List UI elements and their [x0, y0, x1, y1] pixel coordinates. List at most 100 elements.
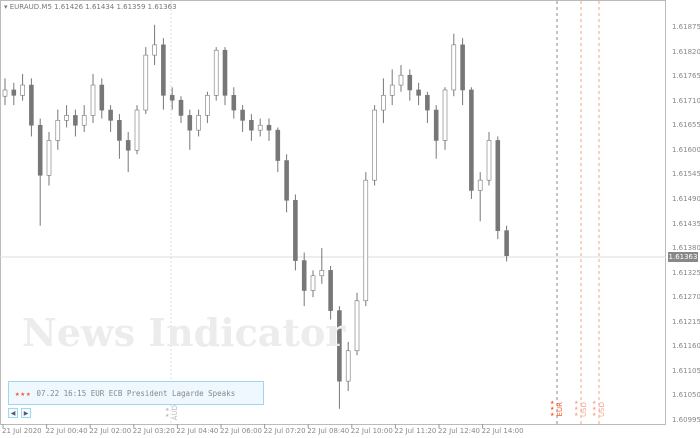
candle-bull — [2, 89, 8, 97]
candle-bear — [99, 84, 105, 111]
candle-bull — [442, 89, 448, 141]
currency-label: AUD — [171, 405, 180, 421]
news-text: 07.22 16:15 EUR ECB President Lagarde Sp… — [36, 388, 236, 398]
time-label: 22 Jul 00:40 — [45, 427, 88, 435]
price-label: 1.61765 — [672, 72, 700, 81]
candle-bear — [231, 95, 237, 111]
candle-bull — [20, 84, 25, 96]
candle-bear — [11, 89, 17, 96]
candle-bull — [81, 115, 87, 126]
currency-label: EUR — [556, 401, 565, 417]
chart-frame — [0, 0, 666, 425]
arrow-right-icon: ▶ — [23, 409, 29, 417]
price-label: 1.61050 — [672, 391, 700, 400]
time-label: 22 Jul 02:00 — [89, 427, 132, 435]
candle-bull — [477, 179, 483, 191]
time-label: 22 Jul 14:00 — [481, 427, 524, 435]
candle-bear — [117, 120, 122, 141]
candle-bull — [46, 140, 52, 176]
candle-bull — [213, 49, 219, 96]
candle-bull — [389, 84, 395, 96]
time-label: 22 Jul 12:40 — [438, 427, 480, 435]
candle-bear — [240, 109, 245, 121]
watermark: News Indicator — [22, 310, 346, 355]
candle-bull — [64, 115, 69, 121]
candle-bull — [381, 95, 386, 111]
price-label: 1.61545 — [672, 170, 700, 179]
currency-label: USD — [598, 401, 607, 417]
candle-bear — [416, 89, 421, 96]
candle-bull — [257, 124, 263, 131]
triangle-down-icon[interactable]: ▾ — [4, 3, 10, 11]
candle-bear — [504, 230, 509, 256]
candle-bear — [161, 44, 166, 96]
star-icon: ★ ★ — [165, 406, 170, 419]
candle-bear — [328, 270, 333, 311]
candle-bear — [301, 260, 307, 291]
time-label: 22 Jul 07:20 — [263, 427, 306, 435]
time-label: 22 Jul 11:20 — [394, 427, 437, 435]
price-label: 1.61655 — [672, 121, 700, 130]
symbol-info: EURAUD.M5 1.61426 1.61434 1.61359 1.6136… — [9, 3, 177, 11]
candles — [2, 24, 509, 409]
price-label: 1.61105 — [672, 366, 700, 375]
price-label: 1.61325 — [672, 268, 700, 277]
candle-bull — [152, 44, 157, 56]
candle-bear — [433, 109, 439, 141]
price-label: 1.61380 — [672, 244, 700, 253]
candle-bull — [205, 95, 210, 116]
price-label: 1.61160 — [672, 342, 700, 351]
price-label: 1.61270 — [672, 293, 700, 302]
time-label: 22 Jul 03:20 — [132, 427, 175, 435]
prev-news-button[interactable]: ◀ — [8, 408, 18, 418]
event-marker-usd[interactable]: ★ ★ ★ USD — [574, 400, 588, 418]
candle-bull — [372, 109, 377, 181]
candle-bear — [495, 140, 501, 231]
candle-bear — [293, 199, 298, 261]
current-price-tag: 1.61363 — [668, 252, 698, 262]
candle-bull — [196, 115, 201, 131]
price-label: 1.61490 — [672, 194, 700, 203]
candle-bear — [37, 124, 43, 176]
price-label: 1.61600 — [672, 145, 700, 154]
candle-bear — [187, 115, 193, 131]
price-label: 1.61435 — [672, 219, 700, 228]
candle-bull — [90, 84, 96, 116]
event-marker-eur[interactable]: ★ ★ ★ EUR — [550, 400, 564, 418]
candle-bear — [407, 74, 413, 91]
candle-bear — [337, 310, 342, 382]
candle-bull — [143, 54, 149, 111]
candle-bull — [55, 120, 61, 141]
candle-bear — [266, 124, 272, 131]
event-marker-aud[interactable]: ★ ★ AUD — [165, 405, 179, 420]
importance-stars: ★★★ — [15, 388, 32, 398]
time-ticks — [2, 424, 484, 428]
time-label: 22 Jul 10:00 — [350, 427, 393, 435]
candle-bull — [398, 74, 404, 86]
chart-title[interactable]: ▾ EURAUD.M5 1.61426 1.61434 1.61359 1.61… — [4, 3, 177, 11]
candle-bull — [319, 270, 325, 277]
event-marker-usd[interactable]: ★ ★ ★ USD — [592, 400, 606, 418]
candle-bear — [425, 95, 430, 111]
candle-bull — [354, 300, 360, 352]
news-box[interactable]: ★★★ 07.22 16:15 EUR ECB President Lagard… — [8, 381, 264, 405]
candle-bull — [363, 179, 369, 302]
price-label: 1.60995 — [672, 416, 700, 424]
star-icon: ★ ★ ★ — [592, 400, 597, 418]
candle-bear — [73, 115, 78, 126]
time-label: 22 Jul 08:40 — [307, 427, 350, 435]
candle-bull — [134, 109, 140, 151]
candle-bull — [310, 275, 316, 291]
candle-bear — [29, 84, 34, 126]
candle-bear — [169, 95, 175, 101]
candle-bear — [460, 44, 465, 91]
candle-bear — [222, 49, 228, 96]
currency-label: USD — [580, 401, 589, 417]
candle-bear — [178, 99, 184, 116]
price-label: 1.61875 — [672, 23, 700, 31]
next-news-button[interactable]: ▶ — [21, 408, 31, 418]
candle-bull — [451, 44, 457, 91]
candle-bear — [469, 89, 474, 191]
candle-bear — [108, 109, 113, 121]
